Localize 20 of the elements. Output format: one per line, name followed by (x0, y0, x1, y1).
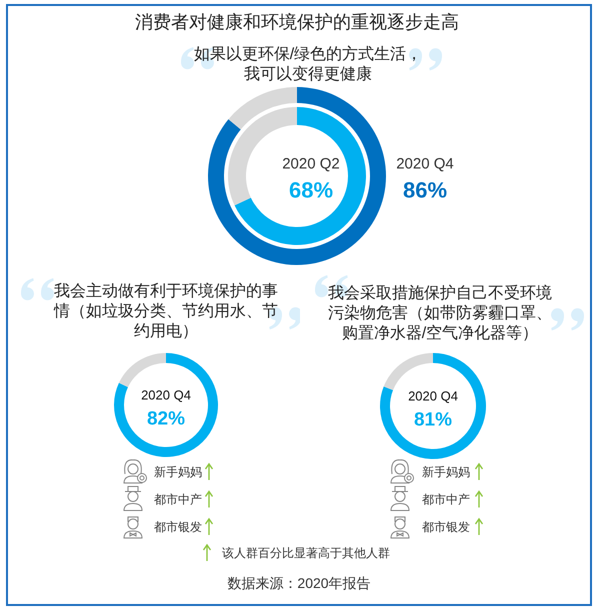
data-label: 86% (402, 178, 448, 202)
chart-title: 消费者对健康和环境保护的重视逐步走高 (135, 12, 459, 32)
text: 都市中产 (422, 492, 470, 506)
text: 该人群百分比显著高于其他人群 (222, 546, 390, 560)
slice-label: 2020 Q4 (408, 388, 458, 404)
text: 新手妈妈 (422, 465, 470, 479)
slice-label: 2020 Q4 (396, 156, 454, 172)
chart-subtitle: 如果以更环保/绿色的方式生活，我可以变得更健康 (192, 45, 424, 85)
slice-label: 2020 Q2 (282, 156, 340, 172)
data-label: 81% (414, 410, 452, 430)
source-note: 数据来源：2020年报告 (227, 575, 371, 591)
slice-label: 2020 Q4 (141, 388, 191, 402)
text: 新手妈妈 (154, 465, 202, 479)
chart-title: 我会主动做有利于环境保护的事情（如垃圾分类、节约用水、节约用电） (52, 282, 279, 342)
chart-title: 我会采取措施保护自己不受环境污染物危害（如带防雾霾口罩、购置净水器/空气净化器等） (326, 284, 553, 344)
text: 都市中产 (154, 492, 202, 506)
data-label: 68% (288, 178, 334, 202)
text: 都市银发 (154, 520, 202, 534)
data-label: 82% (146, 408, 186, 430)
text: 都市银发 (422, 520, 470, 534)
